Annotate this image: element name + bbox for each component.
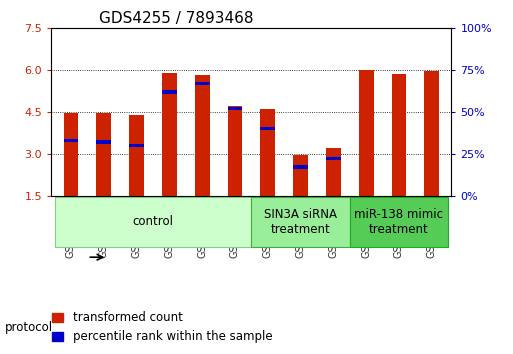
Bar	[195, 82, 209, 85]
Text: SIN3A siRNA
treatment: SIN3A siRNA treatment	[264, 208, 337, 236]
Bar	[293, 155, 308, 195]
Bar	[359, 70, 373, 195]
Text: control: control	[132, 215, 173, 228]
Bar	[424, 71, 439, 195]
Bar	[391, 74, 406, 195]
Legend: transformed count, percentile rank within the sample: transformed count, percentile rank withi…	[47, 307, 277, 348]
Text: GDS4255 / 7893468: GDS4255 / 7893468	[100, 11, 254, 26]
Bar	[162, 90, 177, 93]
Bar	[326, 157, 341, 160]
Bar	[293, 165, 308, 169]
Bar	[228, 106, 242, 195]
Bar	[129, 115, 144, 195]
Bar	[64, 113, 78, 195]
Text: protocol: protocol	[5, 321, 53, 334]
Bar	[195, 75, 209, 195]
FancyBboxPatch shape	[350, 196, 448, 247]
Bar	[261, 109, 275, 195]
Bar	[162, 74, 177, 195]
FancyBboxPatch shape	[54, 196, 251, 247]
Bar	[64, 139, 78, 142]
FancyBboxPatch shape	[251, 196, 350, 247]
Bar	[129, 144, 144, 147]
Bar	[96, 113, 111, 195]
Bar	[261, 127, 275, 130]
Bar	[228, 107, 242, 110]
Bar	[326, 148, 341, 195]
Bar	[96, 140, 111, 144]
Text: miR-138 mimic
treatment: miR-138 mimic treatment	[354, 208, 443, 236]
